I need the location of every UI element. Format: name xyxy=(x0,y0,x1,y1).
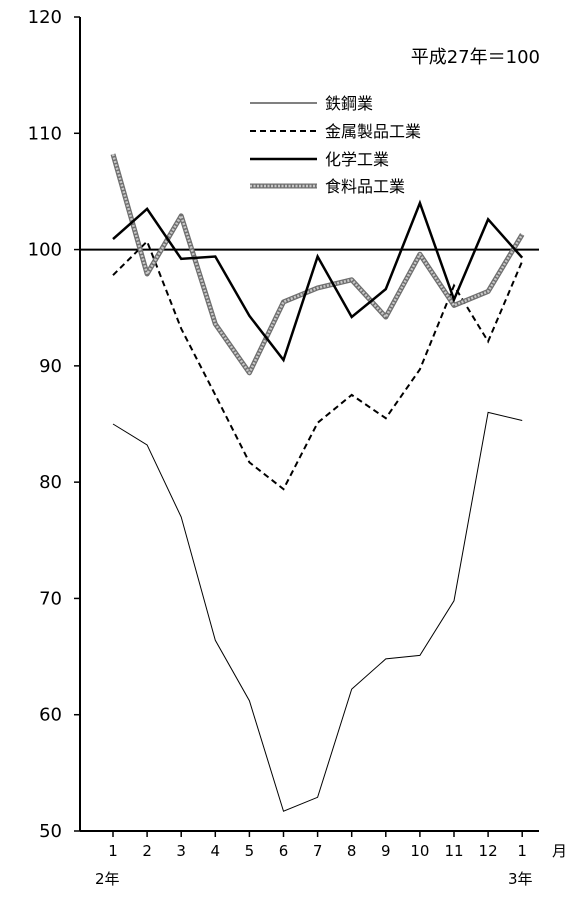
series-0-line xyxy=(112,411,523,812)
series-1-line xyxy=(112,239,524,491)
y-tick-label-70: 70 xyxy=(39,588,62,609)
series-3-line xyxy=(111,153,524,375)
x-unit-label: 月 xyxy=(552,842,567,860)
legend-label-1: 金属製品工業 xyxy=(325,122,421,141)
y-tick-label-60: 60 xyxy=(39,705,62,726)
x-tick-label-6: 7 xyxy=(313,842,323,860)
y-tick-label-80: 80 xyxy=(39,472,62,493)
x-tick-label-11: 12 xyxy=(479,842,498,860)
legend-label-2: 化学工業 xyxy=(325,150,389,169)
end-year-label: 3年 xyxy=(508,870,533,888)
y-axis-ticks: 50 60 70 80 90 100 110 120 xyxy=(28,7,80,842)
series-2-line xyxy=(112,199,524,363)
legend-label-0: 鉄鋼業 xyxy=(325,94,373,113)
y-tick-label-50: 50 xyxy=(39,821,62,842)
x-tick-label-12: 1 xyxy=(517,842,527,860)
x-tick-label-7: 8 xyxy=(347,842,357,860)
y-tick-label-90: 90 xyxy=(39,356,62,377)
y-tick-label-120: 120 xyxy=(28,7,62,28)
x-tick-label-3: 4 xyxy=(211,842,221,860)
y-tick-label-110: 110 xyxy=(28,123,62,144)
start-year-label: 2年 xyxy=(95,870,120,888)
x-tick-label-8: 9 xyxy=(381,842,391,860)
y-tick-label-100: 100 xyxy=(28,240,62,261)
series-layer xyxy=(110,153,525,812)
x-tick-label-0: 1 xyxy=(108,842,118,860)
x-tick-label-1: 2 xyxy=(142,842,152,860)
base-year-note: 平成27年＝100 xyxy=(411,47,540,68)
x-axis-ticks: 1 2 3 4 5 6 7 8 9 10 11 12 1 xyxy=(108,831,527,860)
x-tick-label-4: 5 xyxy=(245,842,255,860)
x-tick-label-9: 10 xyxy=(410,842,429,860)
x-tick-label-2: 3 xyxy=(176,842,186,860)
legend-label-3: 食料品工業 xyxy=(325,177,405,196)
x-tick-label-10: 11 xyxy=(444,842,463,860)
axes xyxy=(79,17,539,832)
x-tick-label-5: 6 xyxy=(279,842,289,860)
